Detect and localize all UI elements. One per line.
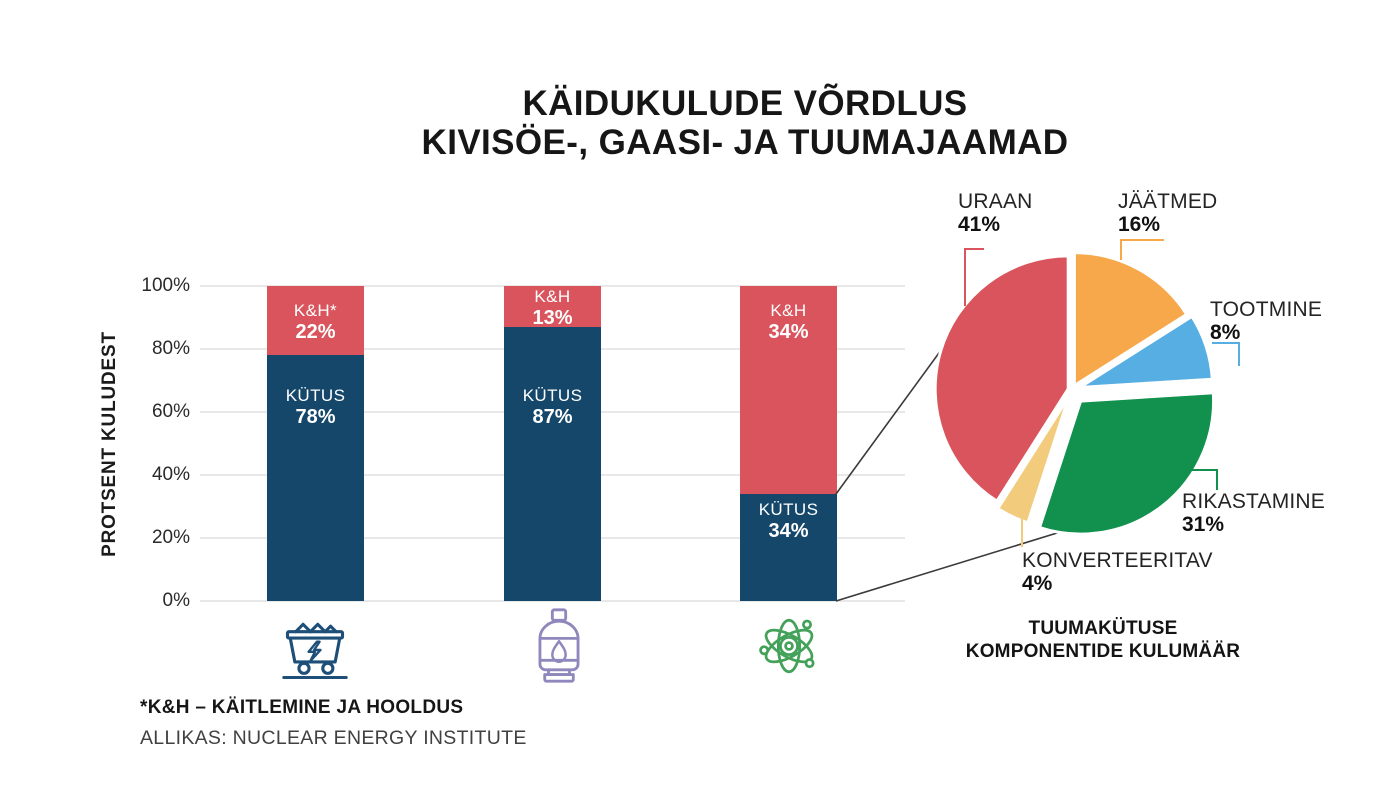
- pie-label-value: 16%: [1118, 213, 1161, 236]
- pie-label-value: 41%: [958, 213, 1001, 236]
- pie-caption: TUUMAKÜTUSE KOMPONENTIDE KULUMÄÄR: [955, 617, 1251, 663]
- segment-value: 34%: [768, 321, 809, 343]
- pie-slice-tootmine: [1078, 314, 1214, 389]
- bar-segment-label-fuel: KÜTUS 34%: [740, 500, 837, 542]
- page-title: KÄIDUKULUDE VÕRDLUS KIVISÖE-, GAASI- JA …: [90, 84, 1400, 162]
- bar-segment-label-om: K&H 34%: [740, 301, 837, 343]
- bar-segment-om: [740, 286, 837, 494]
- pie-label-name: RIKASTAMINE: [1182, 490, 1325, 513]
- segment-name: K&H: [770, 301, 807, 320]
- bar-segment-label-fuel: KÜTUS 87%: [504, 386, 601, 428]
- gas-cylinder-icon: [527, 606, 591, 686]
- y-axis-tick-label: 60%: [151, 401, 190, 422]
- bar-segment-om: [267, 286, 364, 356]
- segment-name: K&H: [534, 287, 571, 306]
- bar-segment-om: [504, 286, 601, 327]
- pie-label-value: 31%: [1182, 513, 1225, 536]
- pie-caption-line-1: TUUMAKÜTUSE: [1028, 618, 1178, 639]
- bar-segment-label-fuel: KÜTUS 78%: [267, 386, 364, 428]
- segment-name: KÜTUS: [758, 499, 819, 519]
- pie-label-name: URAAN: [958, 190, 1033, 213]
- pie-label-value: 4%: [1022, 572, 1053, 595]
- gridline: [200, 600, 905, 602]
- pie-label-name: TOOTMINE: [1210, 298, 1323, 321]
- segment-value: 22%: [295, 321, 336, 343]
- pie-leader-jäätmed: [1120, 239, 1164, 260]
- title-line-1: KÄIDUKULUDE VÕRDLUS: [522, 84, 968, 123]
- pie-slice-jäätmed: [1072, 251, 1189, 388]
- segment-value: 87%: [532, 406, 573, 428]
- bar-segment-fuel: [740, 493, 837, 601]
- segment-value: 78%: [295, 406, 336, 428]
- segment-name: KÜTUS: [522, 386, 583, 405]
- segment-value: 13%: [532, 307, 573, 329]
- footnote-source: ALLIKAS: NUCLEAR ENERGY INSTITUTE: [140, 727, 527, 749]
- y-axis-tick-label: 20%: [151, 527, 190, 548]
- bar-segment-fuel: [267, 355, 364, 601]
- segment-value: 34%: [768, 519, 809, 542]
- y-axis-tick-label: 40%: [151, 464, 190, 485]
- pie-caption-line-2: KOMPONENTIDE KULUMÄÄR: [965, 641, 1241, 662]
- pie-label-rikastamine: RIKASTAMINE 31%: [1182, 490, 1325, 537]
- connector-line-bottom: [835, 524, 1084, 602]
- title-line-2: KIVISÖE-, GAASI- JA TUUMAJAAMAD: [421, 123, 1069, 162]
- segment-name: K&H*: [293, 301, 338, 320]
- pie-leader-tootmine: [1212, 342, 1240, 366]
- y-axis-tick-label: 0%: [162, 590, 190, 611]
- bar-segment-label-om: K&H 13%: [504, 287, 601, 329]
- coal-cart-icon: [273, 617, 357, 683]
- connector-line-top: [835, 330, 956, 495]
- segment-name: KÜTUS: [285, 386, 346, 405]
- pie-label-name: KONVERTEERITAV: [1022, 549, 1213, 572]
- pie-label-uraan: URAAN 41%: [958, 190, 1033, 237]
- footnote-kh-definition: *K&H – KÄITLEMINE JA HOOLDUS: [140, 697, 464, 718]
- pie-slice-uraan: [933, 254, 1070, 503]
- pie-leader-uraan: [964, 248, 984, 306]
- pie-slice-konverteeritav: [996, 394, 1071, 525]
- y-axis-tick-label: 100%: [141, 275, 190, 296]
- y-axis-tick-label: 80%: [151, 338, 190, 359]
- pie-leader-rikastamine: [1190, 469, 1218, 490]
- pie-label-konverteeritav: KONVERTEERITAV 4%: [1022, 549, 1213, 596]
- pie-label-jäätmed: JÄÄTMED 16%: [1118, 190, 1217, 237]
- pie-label-tootmine: TOOTMINE 8%: [1210, 298, 1322, 345]
- pie-label-value: 8%: [1210, 321, 1241, 344]
- pie-label-name: JÄÄTMED: [1118, 190, 1218, 213]
- pie-slice-rikastamine: [1038, 391, 1216, 536]
- bar-segment-fuel: [504, 326, 601, 601]
- atom-icon: [753, 610, 825, 682]
- bar-segment-label-om: K&H* 22%: [267, 301, 364, 343]
